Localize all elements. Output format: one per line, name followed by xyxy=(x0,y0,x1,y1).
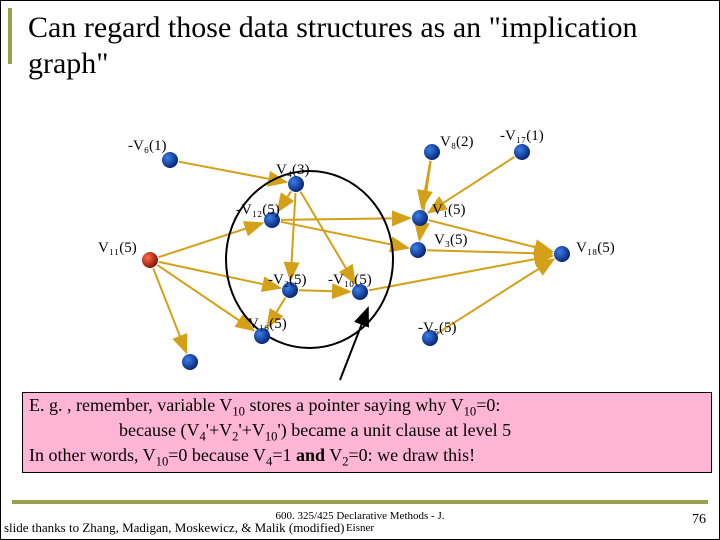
node-v8 xyxy=(424,144,440,160)
accent-bottom xyxy=(12,500,708,504)
t: E. g. , remember, variable V xyxy=(29,395,232,415)
node-nX xyxy=(182,354,198,370)
label-v10: -V₁₀(5) xyxy=(328,272,372,289)
label-v12: -V₁₂(5) xyxy=(236,202,280,219)
label-v2: -V₂(5) xyxy=(268,272,307,289)
label-v5: -V₅(5) xyxy=(418,320,457,337)
node-v11 xyxy=(142,252,158,268)
label-v6: -V₆(1) xyxy=(128,138,167,155)
label-v18: V₁₈(5) xyxy=(576,240,615,257)
slide-title: Can regard those data structures as an "… xyxy=(28,10,698,82)
label-v1: V₁(5) xyxy=(432,202,466,219)
label-v11: V₁₁(5) xyxy=(98,240,137,257)
slide-footer: 600. 325/425 Declarative Methods - J. Ei… xyxy=(0,510,720,534)
node-v1 xyxy=(412,210,428,226)
label-v16: V₁₆(5) xyxy=(248,316,287,333)
accent-left xyxy=(8,8,12,64)
explanation-box: E. g. , remember, variable V10 stores a … xyxy=(22,392,712,473)
node-v3 xyxy=(410,242,426,258)
node-v18 xyxy=(554,246,570,262)
label-v3: V₃(5) xyxy=(434,232,468,249)
slide-number: 76 xyxy=(692,512,706,528)
node-v17 xyxy=(514,144,530,160)
label-v17: -V₁₇(1) xyxy=(500,128,544,145)
credit-left: slide thanks to Zhang, Madigan, Moskewic… xyxy=(4,520,344,536)
label-v4: V₄(3) xyxy=(276,162,310,179)
label-v8: V₈(2) xyxy=(440,134,474,151)
implication-graph: -V₆(1) V₈(2) -V₁₇(1) V₄(3) -V₁₂(5) V₁(5) V₁₁(5… xyxy=(0,110,720,390)
